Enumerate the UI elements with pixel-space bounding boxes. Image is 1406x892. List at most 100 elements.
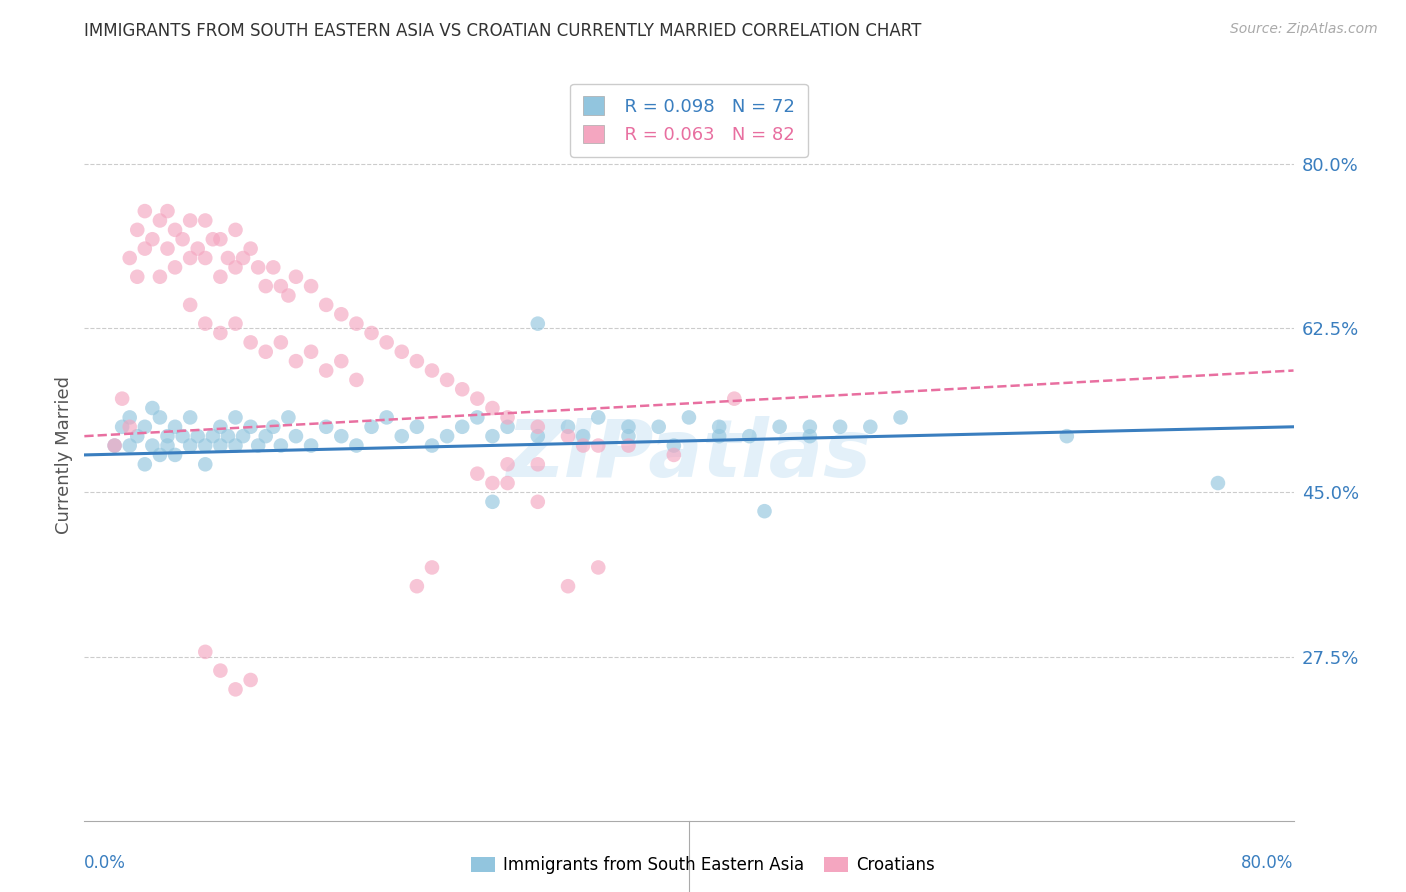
Point <box>420 438 443 452</box>
Point <box>156 429 179 443</box>
Point <box>149 410 172 425</box>
Point <box>270 335 292 350</box>
Point <box>346 373 368 387</box>
Text: Source: ZipAtlas.com: Source: ZipAtlas.com <box>1230 22 1378 37</box>
Point <box>225 438 247 452</box>
Text: 80.0%: 80.0% <box>1241 854 1294 871</box>
Point <box>754 504 776 518</box>
Point <box>194 458 217 472</box>
Point <box>648 419 671 434</box>
Point <box>172 232 194 246</box>
Point <box>232 429 254 443</box>
Point <box>662 438 685 452</box>
Point <box>678 410 700 425</box>
Point <box>277 288 299 302</box>
Point <box>247 260 270 275</box>
Point <box>572 429 595 443</box>
Point <box>315 298 337 312</box>
Text: 0.0%: 0.0% <box>84 854 127 871</box>
Point <box>141 438 163 452</box>
Point <box>111 419 134 434</box>
Point <box>330 429 353 443</box>
Point <box>165 448 187 462</box>
Point <box>346 438 368 452</box>
Point <box>1056 429 1078 443</box>
Point <box>187 242 209 256</box>
Point <box>217 429 239 443</box>
Point <box>496 476 519 491</box>
Point <box>420 363 443 377</box>
Point <box>330 307 353 321</box>
Point <box>209 326 232 340</box>
Point <box>149 448 172 462</box>
Legend: Immigrants from South Eastern Asia, Croatians: Immigrants from South Eastern Asia, Croa… <box>467 851 939 880</box>
Point <box>156 204 179 219</box>
Point <box>201 232 224 246</box>
Point <box>179 438 201 452</box>
Point <box>239 242 262 256</box>
Point <box>179 213 201 227</box>
Point <box>360 326 382 340</box>
Point <box>225 317 247 331</box>
Point <box>467 392 489 406</box>
Point <box>194 645 217 659</box>
Point <box>617 438 640 452</box>
Point <box>194 213 217 227</box>
Point <box>406 354 429 368</box>
Point <box>165 419 187 434</box>
Point <box>201 429 224 443</box>
Point <box>127 429 149 443</box>
Point <box>859 419 882 434</box>
Point <box>239 673 262 687</box>
Point <box>799 429 821 443</box>
Point <box>527 495 550 509</box>
Point <box>467 410 489 425</box>
Point <box>299 438 322 452</box>
Point <box>104 438 127 452</box>
Point <box>254 279 277 293</box>
Point <box>225 260 247 275</box>
Point <box>141 401 163 415</box>
Point <box>134 242 156 256</box>
Point <box>165 260 187 275</box>
Point <box>165 223 187 237</box>
Point <box>527 429 550 443</box>
Point <box>209 438 232 452</box>
Point <box>217 251 239 265</box>
Point <box>134 419 156 434</box>
Point <box>315 363 337 377</box>
Point <box>1206 476 1229 491</box>
Legend:   R = 0.098   N = 72,   R = 0.063   N = 82: R = 0.098 N = 72, R = 0.063 N = 82 <box>569 84 808 157</box>
Point <box>709 429 731 443</box>
Point <box>481 495 503 509</box>
Point <box>588 410 610 425</box>
Point <box>156 242 179 256</box>
Point <box>617 419 640 434</box>
Point <box>299 279 322 293</box>
Point <box>572 438 595 452</box>
Point <box>496 458 519 472</box>
Y-axis label: Currently Married: Currently Married <box>55 376 73 534</box>
Point <box>527 317 550 331</box>
Point <box>557 429 579 443</box>
Point <box>149 269 172 284</box>
Point <box>156 438 179 452</box>
Point <box>557 419 579 434</box>
Point <box>134 458 156 472</box>
Text: IMMIGRANTS FROM SOUTH EASTERN ASIA VS CROATIAN CURRENTLY MARRIED CORRELATION CHA: IMMIGRANTS FROM SOUTH EASTERN ASIA VS CR… <box>84 22 922 40</box>
Point <box>617 429 640 443</box>
Point <box>134 204 156 219</box>
Point <box>527 419 550 434</box>
Point <box>406 579 429 593</box>
Point <box>557 579 579 593</box>
Point <box>225 410 247 425</box>
Point <box>127 269 149 284</box>
Point <box>738 429 761 443</box>
Point <box>179 410 201 425</box>
Point <box>527 458 550 472</box>
Point <box>247 438 270 452</box>
Point <box>118 419 141 434</box>
Point <box>830 419 852 434</box>
Point <box>451 419 474 434</box>
Point <box>420 560 443 574</box>
